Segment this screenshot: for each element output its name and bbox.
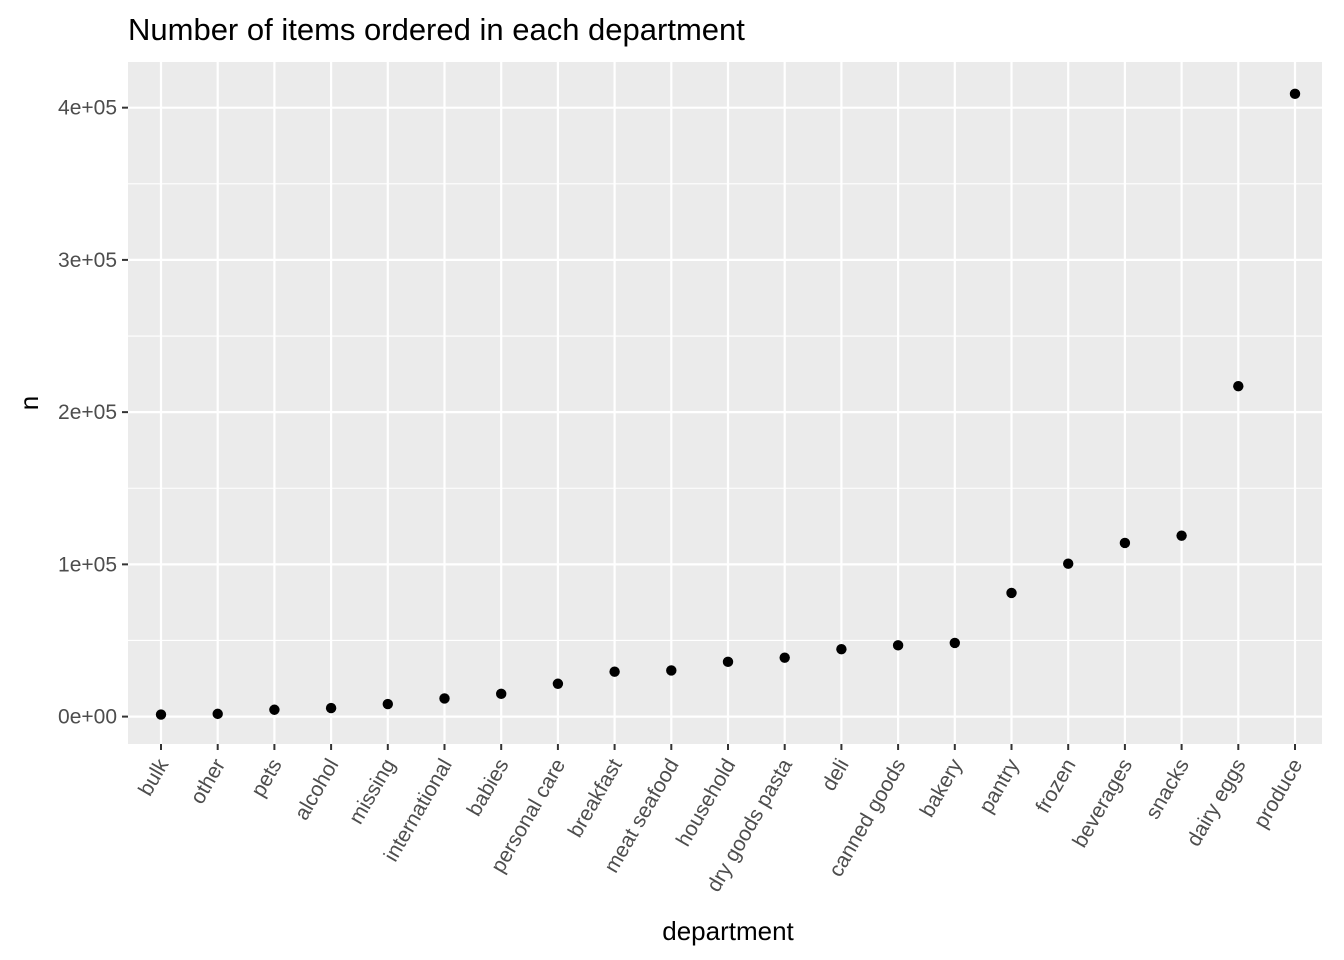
x-tick-label: produce [1249, 755, 1307, 832]
y-tick-label: 2e+05 [58, 401, 117, 424]
plot-panel [128, 62, 1322, 744]
data-point-frozen [1063, 559, 1073, 569]
data-point-snacks [1176, 530, 1186, 540]
data-point-produce [1290, 89, 1300, 99]
x-tick-label: missing [345, 755, 401, 828]
data-point-bulk [156, 709, 166, 719]
x-axis: bulkotherpetsalcoholmissinginternational… [134, 744, 1307, 896]
data-point-household [723, 657, 733, 667]
x-tick-label: dairy eggs [1182, 755, 1250, 850]
x-tick-label: snacks [1141, 755, 1194, 823]
x-tick-label: deli [817, 755, 853, 795]
data-point-breakfast [609, 666, 619, 676]
y-tick-label: 4e+05 [58, 97, 117, 120]
y-tick-label: 0e+00 [58, 706, 117, 729]
data-point-deli [836, 644, 846, 654]
x-tick-label: pets [247, 755, 287, 801]
data-point-canned-goods [893, 640, 903, 650]
data-point-beverages [1120, 538, 1130, 548]
data-point-dairy-eggs [1233, 381, 1243, 391]
data-point-bakery [950, 638, 960, 648]
data-point-dry-goods-pasta [780, 652, 790, 662]
data-point-babies [496, 689, 506, 699]
y-axis-title: n [14, 396, 44, 410]
x-tick-label: breakfast [564, 755, 627, 841]
data-point-personal-care [553, 679, 563, 689]
x-tick-label: pantry [975, 755, 1024, 817]
data-point-pets [269, 705, 279, 715]
x-tick-label: bulk [134, 755, 173, 800]
x-tick-label: other [186, 755, 230, 808]
data-point-meat-seafood [666, 665, 676, 675]
x-tick-label: babies [463, 755, 514, 820]
data-point-international [439, 693, 449, 703]
y-tick-label: 1e+05 [58, 553, 117, 576]
x-tick-label: bakery [916, 755, 968, 822]
y-axis: 0e+00 1e+05 2e+05 3e+05 4e+05 [58, 97, 128, 729]
data-point-missing [383, 699, 393, 709]
y-tick-label: 3e+05 [58, 249, 117, 272]
x-tick-label: alcohol [290, 755, 343, 824]
data-point-other [213, 709, 223, 719]
data-point-alcohol [326, 703, 336, 713]
data-point-pantry [1006, 588, 1016, 598]
x-tick-label: frozen [1031, 755, 1080, 817]
chart-title: Number of items ordered in each departme… [128, 12, 745, 47]
x-axis-title: department [662, 916, 794, 946]
